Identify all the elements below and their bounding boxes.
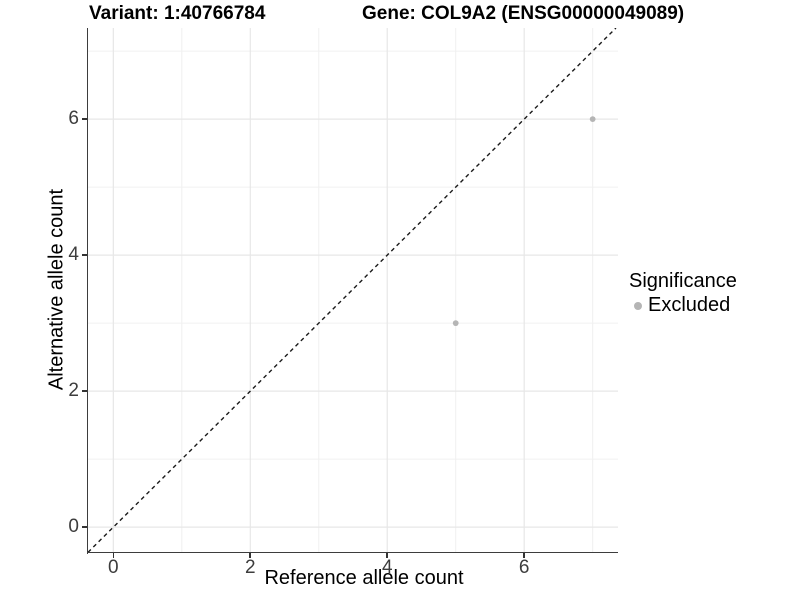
data-point — [589, 116, 596, 123]
x-axis-line — [86, 551, 618, 554]
legend-point-icon — [634, 301, 642, 310]
gene-title: Gene: COL9A2 (ENSG00000049089) — [362, 3, 685, 24]
x-tick-mark — [386, 553, 389, 558]
y-tick-label: 6 — [68, 108, 79, 130]
x-tick-label: 4 — [381, 557, 393, 578]
identity-reference-line — [88, 28, 617, 553]
legend-item-label: Excluded — [648, 294, 731, 316]
data-point — [452, 320, 459, 327]
legend-item: Excluded — [634, 293, 737, 318]
y-tick-mark — [82, 254, 87, 256]
y-tick-label: 2 — [68, 380, 79, 402]
x-axis-title: Reference allele count — [264, 567, 464, 589]
y-tick-label: 0 — [68, 516, 79, 538]
x-tick-mark — [523, 553, 525, 558]
y-axis-line — [86, 28, 89, 554]
legend-title: Significance — [629, 270, 737, 292]
plot-panel — [88, 28, 618, 553]
variant-title: Variant: 1:40766784 — [89, 3, 266, 24]
y-tick-mark — [82, 390, 87, 392]
x-tick-label: 6 — [518, 557, 530, 578]
plot-canvas — [88, 28, 618, 553]
legend: Significance Excluded — [629, 269, 737, 318]
y-tick-mark — [82, 118, 87, 120]
x-tick-mark — [112, 553, 115, 558]
x-tick-mark — [249, 553, 252, 558]
y-axis-title: Alternative allele count — [45, 188, 68, 391]
x-tick-label: 2 — [244, 557, 256, 578]
y-tick-label: 4 — [68, 244, 79, 266]
y-tick-mark — [82, 526, 87, 528]
x-tick-label: 0 — [108, 557, 119, 578]
legend-items: Excluded — [629, 293, 737, 318]
